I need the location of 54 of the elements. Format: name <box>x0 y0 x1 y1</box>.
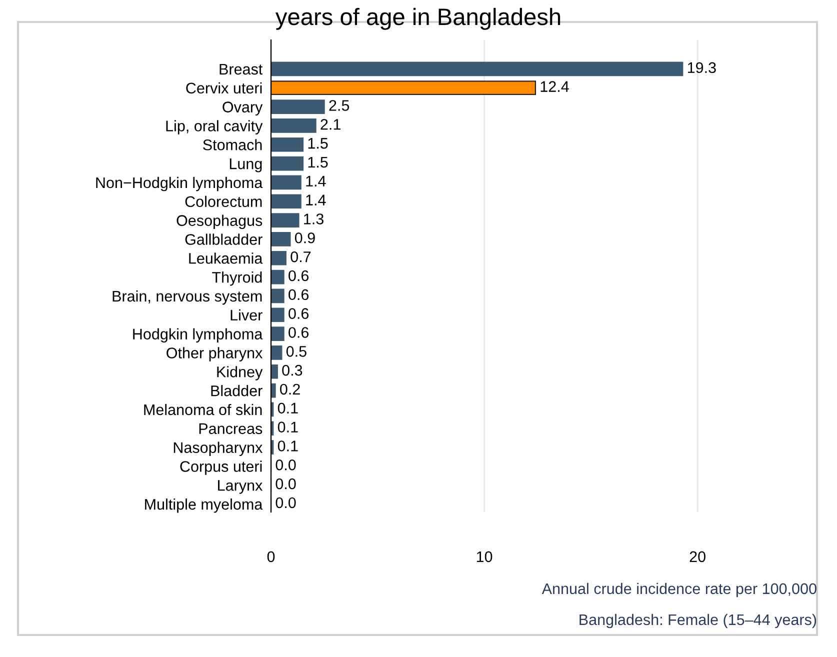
x-axis-title: Annual crude incidence rate per 100,000 <box>542 582 816 598</box>
data-label: 0.3 <box>282 364 302 376</box>
chart-title: years of age in Bangladesh <box>275 8 560 30</box>
data-label: 0.1 <box>278 402 298 414</box>
data-label: 1.5 <box>308 138 328 149</box>
data-label: 1.4 <box>306 176 326 186</box>
data-label: 1.4 <box>306 194 326 206</box>
y-tick-label: Other pharynx <box>166 347 263 362</box>
y-tick-label: Cervix uteri <box>186 82 262 94</box>
y-tick-label: Stomach <box>203 139 262 150</box>
y-tick-label: Gallbladder <box>185 234 262 245</box>
x-tick-label: 0 <box>267 551 275 562</box>
data-label: 0.1 <box>278 440 298 452</box>
y-tick-label: Melanoma of skin <box>144 404 262 416</box>
data-label: 0.6 <box>288 289 309 300</box>
y-tick-label: Brain, nervous system <box>112 290 262 305</box>
y-tick-label: Bladder <box>211 385 262 396</box>
y-tick-label: Larynx <box>218 480 263 494</box>
y-tick-label: Multiple myeloma <box>145 498 263 513</box>
data-label: 0.0 <box>276 497 296 508</box>
data-label: 2.1 <box>320 118 340 130</box>
x-tick-label: 10 <box>476 551 492 562</box>
y-tick-label: Oesophagus <box>176 214 262 229</box>
y-tick-label: Ovary <box>222 102 263 116</box>
y-tick-label: Hodgkin lymphoma <box>133 328 263 342</box>
y-tick-label: Leukaemia <box>189 252 263 264</box>
y-tick-label: Breast <box>220 64 263 75</box>
data-label: 0.6 <box>288 327 309 338</box>
data-label: 0.6 <box>288 270 309 282</box>
data-label: 19.3 <box>688 62 716 74</box>
data-label: 0.0 <box>276 460 296 470</box>
y-tick-label: Corpus uteri <box>180 460 262 475</box>
y-tick-label: Thyroid <box>212 272 262 286</box>
data-label: 1.5 <box>308 156 328 168</box>
data-label: 0.6 <box>288 308 309 319</box>
data-label: 0.5 <box>286 346 306 357</box>
data-label: 0.9 <box>294 232 315 244</box>
y-tick-label: Non−Hodgkin lymphoma <box>96 176 263 192</box>
y-tick-label: Lip, oral cavity <box>166 120 263 134</box>
y-tick-label: Liver <box>230 309 262 321</box>
y-tick-label: Nasopharynx <box>174 442 263 456</box>
x-tick-label: 20 <box>690 551 706 562</box>
data-label: 12.4 <box>540 81 569 92</box>
data-label: 0.1 <box>278 422 298 432</box>
data-label: 0.2 <box>280 384 300 395</box>
data-label: 2.5 <box>329 100 350 111</box>
y-tick-label: Pancreas <box>199 423 262 434</box>
data-label: 1.3 <box>304 214 324 224</box>
y-tick-label: Kidney <box>217 366 263 380</box>
y-tick-label: Colorectum <box>185 196 262 208</box>
y-tick-label: Lung <box>230 158 262 172</box>
text: Bangladesh: Female (15–44 years) <box>580 614 816 628</box>
data-label: 0.0 <box>276 478 296 490</box>
data-label: 0.7 <box>290 251 311 262</box>
